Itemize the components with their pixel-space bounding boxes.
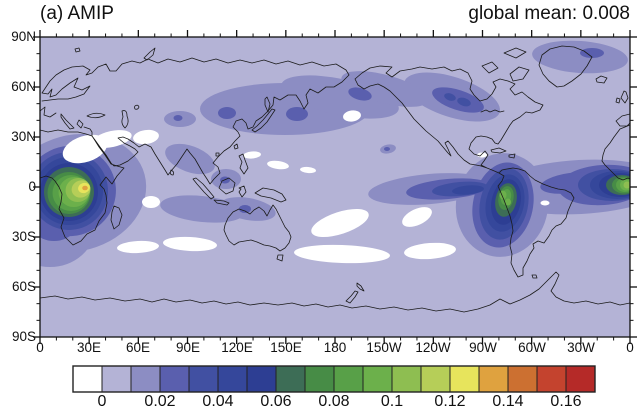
colorbar-tick-label: 0.04 (202, 393, 234, 410)
lon-tick-label: 150W (366, 340, 402, 355)
lat-tick-label: 60S (11, 279, 36, 294)
lon-tick-label: 60W (518, 340, 546, 355)
colorbar-tick-label: 0.02 (144, 393, 176, 410)
colorbar-cell (159, 365, 190, 393)
lon-tick-label: 30W (567, 340, 595, 355)
lat-tick-label: 30N (11, 129, 36, 144)
panel-title: (a) AMIP (40, 3, 114, 24)
global-mean-annotation: global mean: 0.008 (468, 3, 630, 24)
colorbar-tick-label: 0.16 (550, 393, 582, 410)
contour-fills (40, 37, 630, 337)
colorbar-tick-label: 0.12 (434, 393, 466, 410)
colorbar-cells (72, 365, 596, 393)
colorbar-cell (391, 365, 422, 393)
lon-tick-label: 150E (270, 340, 302, 355)
colorbar-tick-label: 0.14 (492, 393, 524, 410)
colorbar-cell (449, 365, 480, 393)
colorbar-cell (275, 365, 306, 393)
colorbar-cell (507, 365, 538, 393)
lat-tick-label: 30S (11, 229, 36, 244)
colorbar-cell (304, 365, 335, 393)
lon-tick-label: 60E (125, 340, 151, 355)
lat-tick-label: 90N (11, 29, 36, 44)
coastlines (40, 45, 630, 313)
colorbar-cell (101, 365, 132, 393)
colorbar-cell (217, 365, 248, 393)
lon-tick-label: 30E (76, 340, 102, 355)
map-frame (39, 36, 631, 338)
colorbar-cell (478, 365, 509, 393)
colorbar-cell (130, 365, 161, 393)
colorbar-tick-label: 0.06 (260, 393, 292, 410)
colorbar-cell (536, 365, 567, 393)
colorbar-cell (188, 365, 219, 393)
colorbar-tick-label: 0.1 (380, 393, 404, 410)
contour-core-africa (71, 180, 91, 198)
lon-tick-label: 90W (469, 340, 497, 355)
map-plot (33, 30, 637, 344)
colorbar-tick-label: 0 (97, 393, 107, 410)
colorbar-tick-label: 0.08 (318, 393, 350, 410)
lon-tick-label: 120W (415, 340, 451, 355)
lat-tick-label: 60N (11, 79, 36, 94)
colorbar (72, 365, 596, 393)
colorbar-cell (246, 365, 277, 393)
negative-regions (62, 110, 550, 264)
colorbar-border (72, 365, 596, 393)
lon-tick-label: 0 (626, 340, 634, 355)
lon-tick-label: 180 (323, 340, 347, 355)
colorbar-cell (72, 365, 103, 393)
lon-tick-label: 120E (221, 340, 253, 355)
colorbar-cell (333, 365, 364, 393)
lat-tick-label: 90S (11, 329, 36, 344)
lon-tick-label: 90E (175, 340, 201, 355)
colorbar-cell (565, 365, 596, 393)
lon-tick-label: 0 (36, 340, 44, 355)
colorbar-cell (362, 365, 393, 393)
colorbar-cell (420, 365, 451, 393)
lat-tick-label: 0 (28, 179, 36, 194)
